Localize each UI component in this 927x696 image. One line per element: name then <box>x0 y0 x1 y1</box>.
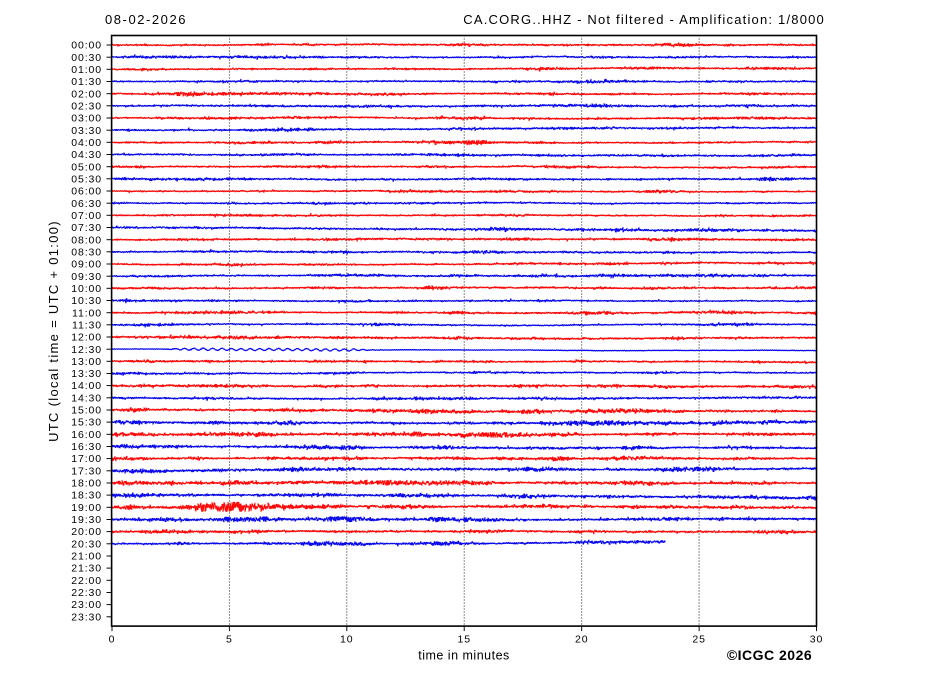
svg-text:25: 25 <box>692 634 705 646</box>
svg-text:09:00: 09:00 <box>71 259 102 271</box>
svg-text:21:30: 21:30 <box>71 563 102 575</box>
svg-text:10:00: 10:00 <box>71 283 102 295</box>
svg-text:10:30: 10:30 <box>71 295 102 307</box>
svg-text:07:30: 07:30 <box>71 222 102 234</box>
svg-text:08:00: 08:00 <box>71 234 102 246</box>
svg-text:08-02-2026: 08-02-2026 <box>105 12 187 27</box>
svg-text:07:00: 07:00 <box>71 210 102 222</box>
svg-text:©ICGC 2026: ©ICGC 2026 <box>727 647 812 663</box>
svg-text:04:30: 04:30 <box>71 149 102 161</box>
svg-text:17:30: 17:30 <box>71 465 102 477</box>
svg-text:15:30: 15:30 <box>71 417 102 429</box>
svg-text:16:00: 16:00 <box>71 429 102 441</box>
svg-text:0: 0 <box>109 634 116 646</box>
svg-text:01:30: 01:30 <box>71 76 102 88</box>
svg-text:06:30: 06:30 <box>71 198 102 210</box>
svg-text:13:00: 13:00 <box>71 356 102 368</box>
svg-text:time in minutes: time in minutes <box>418 649 510 663</box>
svg-text:20: 20 <box>575 634 588 646</box>
svg-text:19:00: 19:00 <box>71 502 102 514</box>
svg-text:14:30: 14:30 <box>71 392 102 404</box>
svg-text:15: 15 <box>457 634 470 646</box>
svg-text:12:30: 12:30 <box>71 344 102 356</box>
svg-text:11:00: 11:00 <box>72 307 102 319</box>
svg-text:10: 10 <box>340 634 353 646</box>
svg-text:02:30: 02:30 <box>71 100 102 112</box>
svg-text:01:00: 01:00 <box>71 64 102 76</box>
svg-text:23:30: 23:30 <box>71 611 102 623</box>
svg-text:00:00: 00:00 <box>71 40 102 52</box>
svg-text:03:00: 03:00 <box>71 113 102 125</box>
svg-text:CA.CORG..HHZ - Not filtered -: CA.CORG..HHZ - Not filtered - Amplificat… <box>463 12 825 27</box>
svg-text:09:30: 09:30 <box>71 271 102 283</box>
svg-text:08:30: 08:30 <box>71 246 102 258</box>
svg-text:5: 5 <box>226 634 233 646</box>
svg-text:16:30: 16:30 <box>71 441 102 453</box>
svg-text:14:00: 14:00 <box>71 380 102 392</box>
svg-text:17:00: 17:00 <box>71 453 102 465</box>
svg-text:23:00: 23:00 <box>71 599 102 611</box>
svg-text:20:30: 20:30 <box>71 538 102 550</box>
svg-text:06:00: 06:00 <box>71 186 102 198</box>
svg-text:19:30: 19:30 <box>71 514 102 526</box>
svg-text:21:00: 21:00 <box>71 551 102 563</box>
svg-text:00:30: 00:30 <box>71 52 102 64</box>
svg-text:03:30: 03:30 <box>71 125 102 137</box>
svg-text:12:00: 12:00 <box>71 332 102 344</box>
svg-text:02:00: 02:00 <box>71 88 102 100</box>
svg-text:05:30: 05:30 <box>71 173 102 185</box>
svg-text:UTC (local time = UTC + 01:00): UTC (local time = UTC + 01:00) <box>46 220 61 442</box>
svg-text:22:00: 22:00 <box>71 575 102 587</box>
svg-text:20:00: 20:00 <box>71 526 102 538</box>
svg-text:13:30: 13:30 <box>71 368 102 380</box>
svg-text:22:30: 22:30 <box>71 587 102 599</box>
svg-text:05:00: 05:00 <box>71 161 102 173</box>
svg-text:18:30: 18:30 <box>71 490 102 502</box>
svg-text:18:00: 18:00 <box>71 478 102 490</box>
svg-text:30: 30 <box>810 634 823 646</box>
svg-text:04:00: 04:00 <box>71 137 102 149</box>
svg-text:11:30: 11:30 <box>72 319 102 331</box>
svg-text:15:00: 15:00 <box>71 405 102 417</box>
